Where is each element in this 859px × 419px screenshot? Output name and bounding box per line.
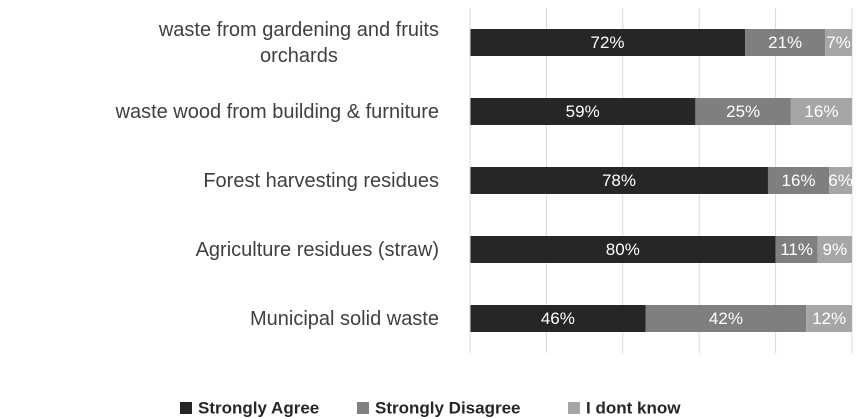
bar-segment	[745, 29, 826, 56]
legend-label: I dont know	[586, 398, 681, 417]
value-label: 9%	[823, 240, 848, 259]
value-label: 46%	[541, 309, 575, 328]
legend-label: Strongly Disagree	[375, 398, 521, 417]
value-label: 7%	[826, 33, 851, 52]
value-label: 72%	[591, 33, 625, 52]
value-label: 16%	[804, 102, 838, 121]
legend-label: Strongly Agree	[198, 398, 319, 417]
bar-segment	[470, 29, 746, 56]
bar-segment	[767, 167, 830, 194]
bar-segment	[470, 167, 768, 194]
value-label: 59%	[566, 102, 600, 121]
category-text: Forest harvesting residues	[203, 169, 439, 192]
bar-segment	[817, 236, 852, 263]
value-label: 6%	[828, 171, 853, 190]
value-label: 25%	[726, 102, 760, 121]
legend-marker	[357, 402, 369, 414]
bar-segment	[825, 29, 852, 56]
category-label: waste wood from building & furniture	[0, 99, 440, 125]
bar-segment	[470, 236, 776, 263]
value-label: 16%	[782, 171, 816, 190]
legend-marker	[180, 402, 192, 414]
bar-segment	[470, 98, 696, 125]
value-label: 42%	[709, 309, 743, 328]
category-text: Municipal solid waste	[250, 307, 439, 330]
legend-marker	[568, 402, 580, 414]
bar-segment	[695, 98, 791, 125]
bar-segment	[829, 167, 852, 194]
category-label: Municipal solid waste	[0, 306, 439, 332]
value-label: 12%	[812, 309, 846, 328]
value-label: 78%	[602, 171, 636, 190]
category-text: waste wood from building & furniture	[115, 100, 440, 123]
bar-segment	[790, 98, 852, 125]
category-label: Agriculture residues (straw)	[0, 237, 439, 263]
bar-segment	[806, 305, 852, 332]
bar-segment	[645, 305, 807, 332]
category-text: Agriculture residues (straw)	[195, 238, 439, 261]
value-label: 11%	[780, 240, 813, 259]
category-text: waste from gardening and fruits orchards	[158, 18, 439, 67]
bar-segment	[775, 236, 818, 263]
category-label: Forest harvesting residues	[0, 168, 439, 194]
value-label: 21%	[768, 33, 802, 52]
bar-segment	[470, 305, 646, 332]
value-label: 80%	[606, 240, 640, 259]
category-label: waste from gardening and fruits orchards	[0, 17, 439, 69]
